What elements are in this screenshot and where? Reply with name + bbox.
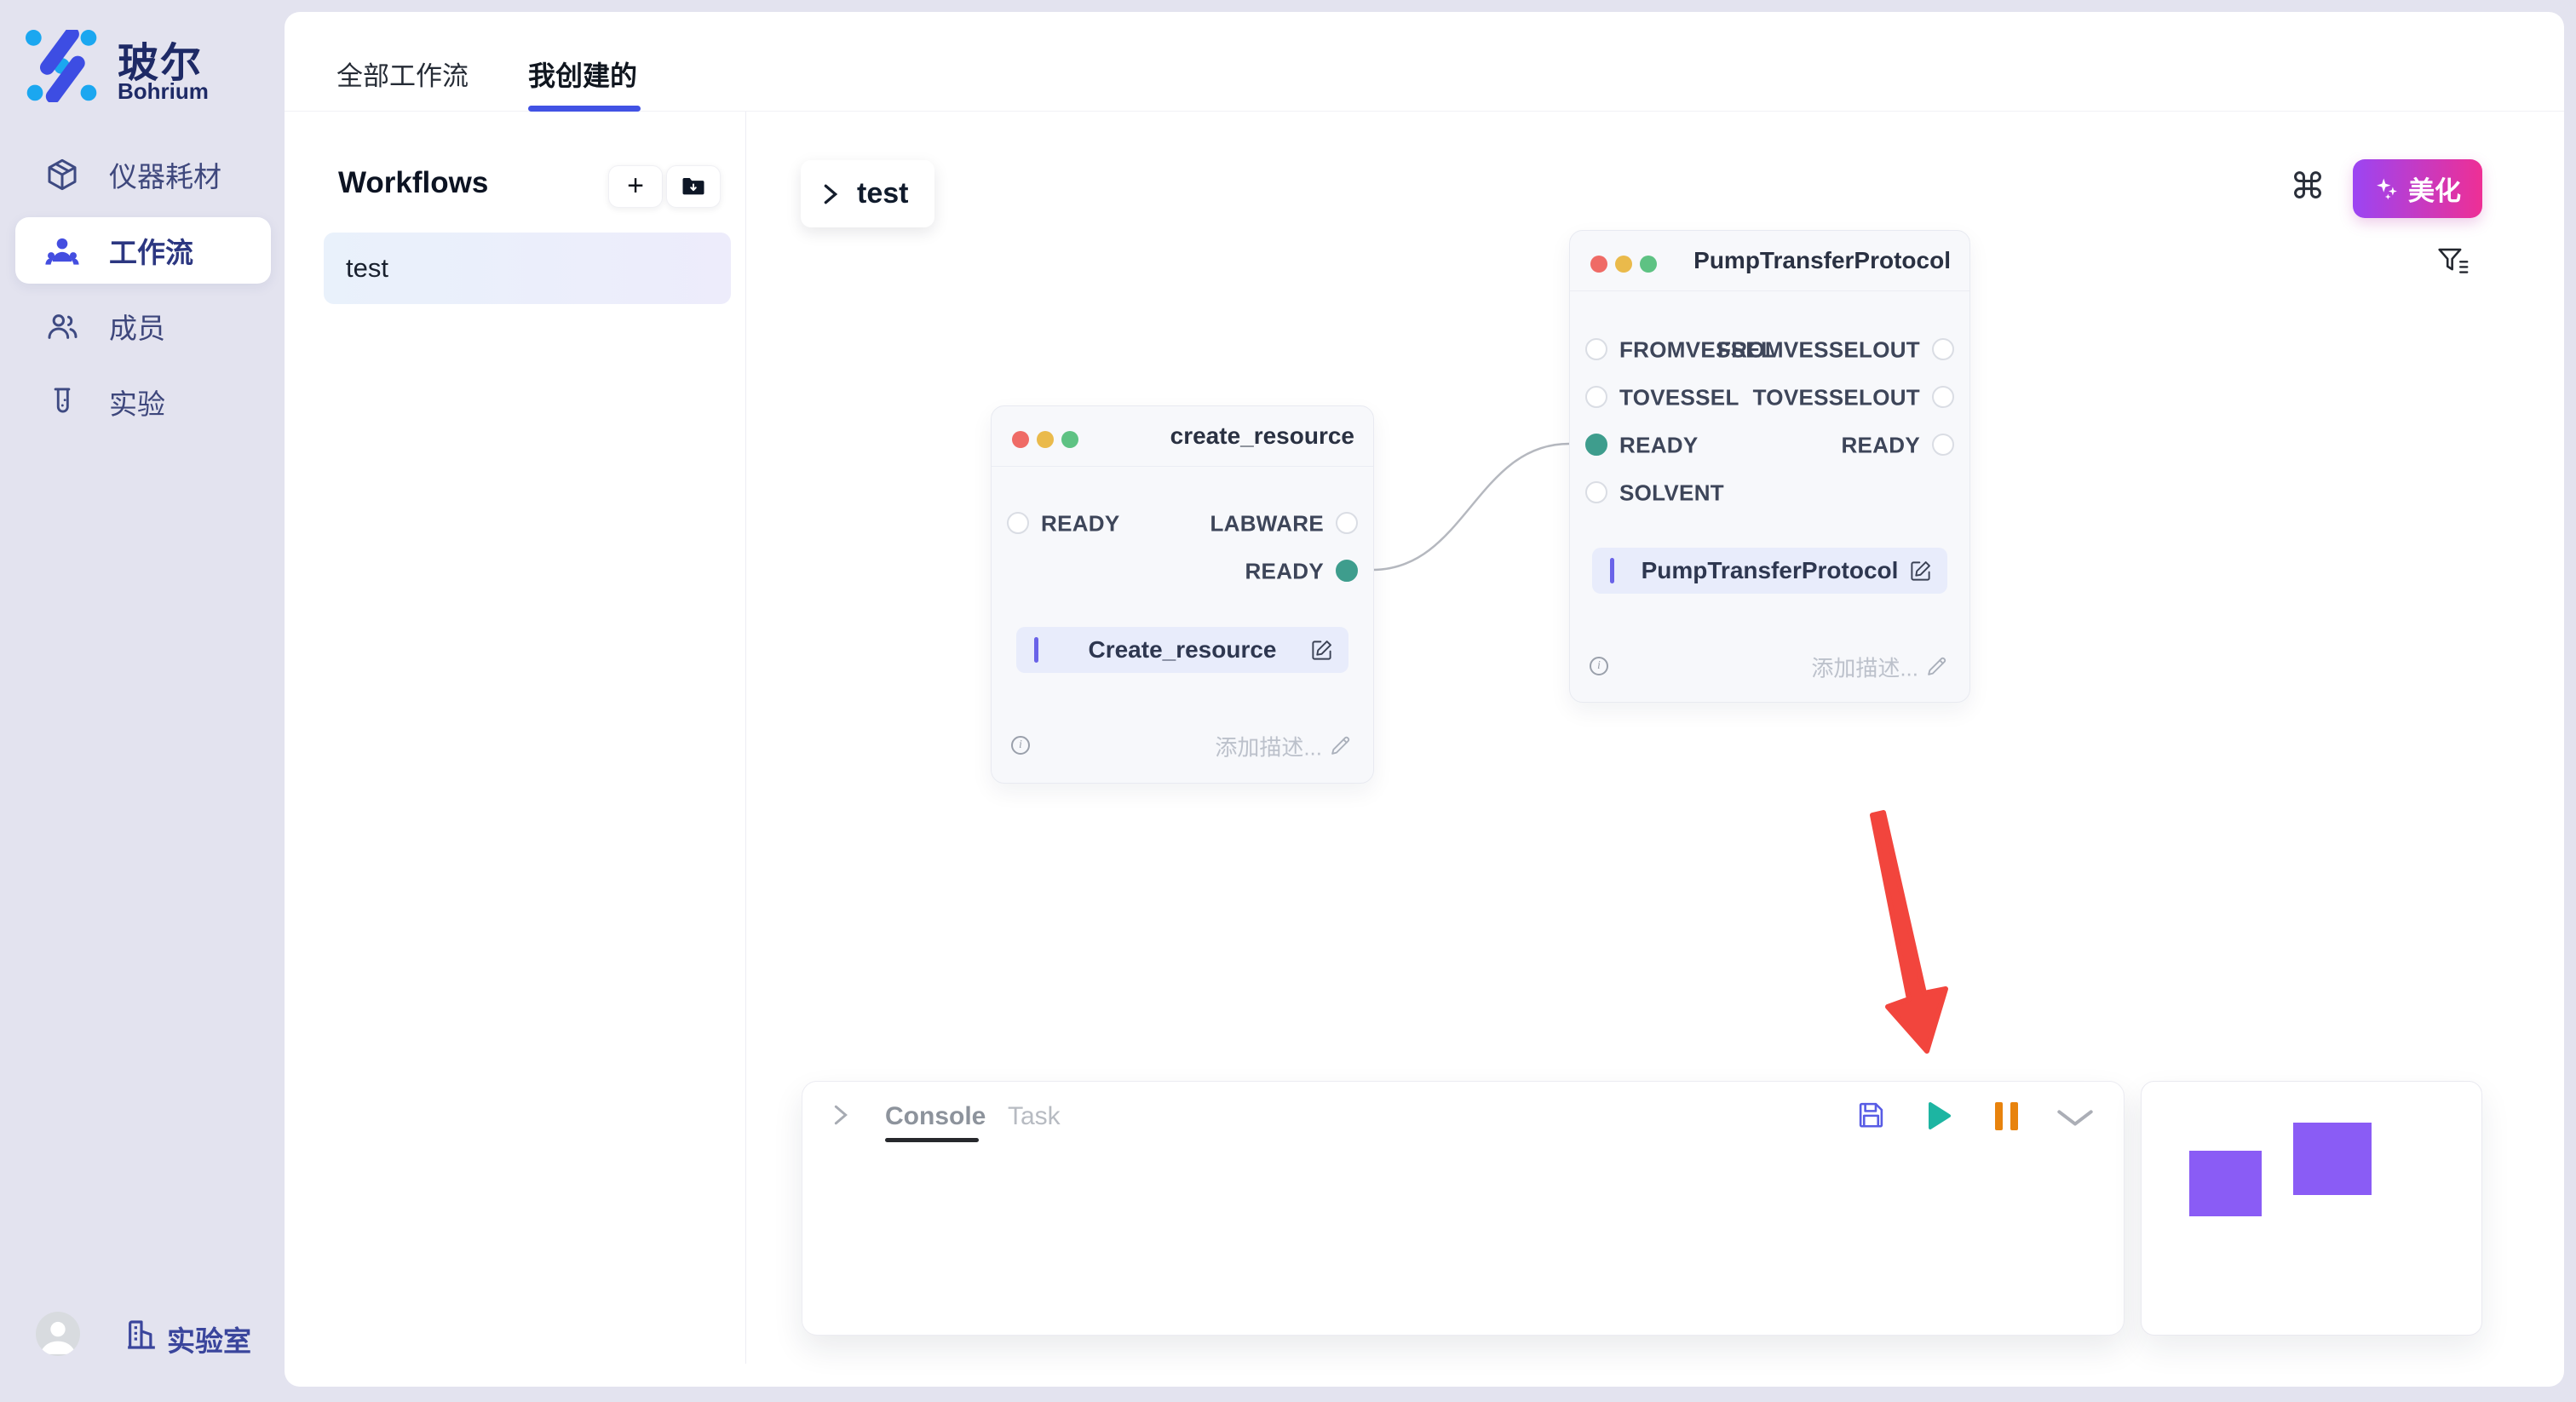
workflow-list-item-test[interactable]: test (324, 233, 731, 304)
workspace-selector[interactable]: 实验室 (167, 1325, 251, 1357)
import-folder-button[interactable] (666, 165, 721, 208)
input-port-ready[interactable] (1007, 512, 1029, 534)
output-port-label: LABWARE (1210, 510, 1324, 537)
sidebar-item-members[interactable]: 成员 (15, 293, 271, 359)
sidebar-item-instruments[interactable]: 仪器耗材 (15, 141, 271, 208)
traffic-dot-yellow-icon (1615, 256, 1632, 273)
sparkles-icon (2377, 178, 2397, 199)
chevron-right-icon (824, 184, 838, 204)
collapse-chevron-icon[interactable] (2056, 1109, 2094, 1128)
sidebar-item-experiment[interactable]: 实验 (15, 369, 271, 435)
info-icon[interactable]: i (1011, 736, 1030, 755)
beautify-label: 美化 (2408, 176, 2461, 206)
node-pump-transfer-protocol[interactable]: PumpTransferProtocol FROMVESSEL TOVESSEL… (1569, 230, 1970, 703)
folder-download-icon (682, 178, 704, 195)
run-icon[interactable] (1927, 1102, 1952, 1129)
node-action-label: PumpTransferProtocol (1641, 557, 1899, 583)
pause-icon[interactable] (1995, 1102, 2018, 1135)
sidebar-item-label: 仪器耗材 (109, 161, 221, 192)
command-layout-icon[interactable]: ⌘ (2290, 166, 2326, 206)
members-icon (44, 308, 80, 344)
node-create-resource[interactable]: create_resource READY LABWARE READY Crea… (991, 405, 1374, 784)
sidebar-item-label: 成员 (109, 313, 165, 344)
input-port-solvent[interactable] (1585, 481, 1607, 503)
traffic-dot-red-icon (1590, 256, 1607, 273)
expand-chevron-icon[interactable] (831, 1104, 850, 1126)
output-port-label: READY (1841, 432, 1920, 458)
edit-icon[interactable] (1310, 639, 1333, 662)
node-title: create_resource (1170, 422, 1354, 449)
workflows-panel-title: Workflows (338, 166, 489, 199)
output-port-tovesselout[interactable] (1932, 386, 1954, 408)
beautify-button[interactable]: 美化 (2353, 159, 2482, 218)
input-port-fromvessel[interactable] (1585, 338, 1607, 360)
bohrium-logo-icon (26, 30, 97, 102)
node-action-label: Create_resource (1088, 636, 1277, 663)
tabbar-divider (285, 111, 2564, 112)
experiment-icon (44, 384, 80, 420)
output-port-label: TOVESSELOUT (1752, 384, 1920, 411)
plus-icon: + (627, 169, 644, 202)
save-icon[interactable] (1857, 1100, 1885, 1129)
drag-handle[interactable] (1610, 558, 1614, 583)
minimap-node (2189, 1151, 2262, 1216)
package-icon (44, 157, 80, 192)
input-port-label: FROMVESSEL (1619, 336, 1775, 363)
edit-description-icon[interactable] (1330, 735, 1351, 756)
user-avatar[interactable] (36, 1312, 80, 1356)
brand-subname: Bohrium (118, 78, 209, 104)
edit-icon[interactable] (1909, 560, 1932, 583)
breadcrumb-label: test (857, 177, 909, 210)
node-action-pill[interactable]: PumpTransferProtocol (1592, 548, 1947, 594)
node-header: create_resource (992, 406, 1373, 467)
sidebar-item-workflow[interactable]: 工作流 (15, 217, 271, 284)
output-port-labware[interactable] (1336, 512, 1358, 534)
input-port-ready[interactable] (1585, 434, 1607, 456)
sidebar-item-label: 工作流 (109, 237, 193, 268)
traffic-dot-yellow-icon (1037, 431, 1054, 448)
output-port-fromvesselout[interactable] (1932, 338, 1954, 360)
tab-task[interactable]: Task (1008, 1102, 1061, 1130)
node-action-pill[interactable]: Create_resource (1016, 627, 1348, 673)
workflow-team-icon (44, 233, 80, 268)
output-port-ready[interactable] (1932, 434, 1954, 456)
input-port-label: READY (1041, 510, 1120, 537)
output-port-label: READY (1245, 558, 1324, 584)
minimap[interactable] (2141, 1081, 2482, 1336)
node-header: PumpTransferProtocol (1570, 231, 1969, 291)
brand-name: 玻尔 (118, 41, 204, 86)
canvas-breadcrumb[interactable]: test (801, 160, 934, 227)
input-port-label: SOLVENT (1619, 480, 1724, 506)
info-icon[interactable]: i (1590, 657, 1608, 675)
tab-all-workflows[interactable]: 全部工作流 (336, 61, 469, 91)
workflow-item-label: test (346, 253, 388, 283)
description-placeholder[interactable]: 添加描述... (1811, 655, 1918, 681)
traffic-dot-green-icon (1640, 256, 1657, 273)
sidebar-item-label: 实验 (109, 388, 165, 420)
traffic-dot-green-icon (1061, 431, 1078, 448)
tab-my-created[interactable]: 我创建的 (528, 60, 638, 91)
description-placeholder[interactable]: 添加描述... (1215, 734, 1322, 761)
console-tab-underline (885, 1138, 979, 1142)
input-port-label: TOVESSEL (1619, 384, 1739, 411)
filter-icon[interactable] (2437, 246, 2470, 279)
minimap-node (2293, 1123, 2372, 1195)
input-port-label: READY (1619, 432, 1699, 458)
node-title: PumpTransferProtocol (1693, 247, 1951, 273)
input-port-tovessel[interactable] (1585, 386, 1607, 408)
tab-console[interactable]: Console (885, 1102, 986, 1130)
traffic-dot-red-icon (1012, 431, 1029, 448)
sidebar: 玻尔 Bohrium 仪器耗材 工作流 成员 (0, 0, 285, 1402)
edit-description-icon[interactable] (1926, 656, 1947, 677)
console-panel: Console Task (802, 1081, 2125, 1336)
drag-handle[interactable] (1034, 637, 1038, 663)
building-icon (128, 1320, 155, 1349)
output-port-ready[interactable] (1336, 560, 1358, 582)
active-tab-underline (528, 106, 641, 112)
output-port-label: FROMVESSELOUT (1717, 336, 1920, 363)
add-workflow-button[interactable]: + (608, 165, 663, 208)
panel-divider (745, 112, 746, 1364)
